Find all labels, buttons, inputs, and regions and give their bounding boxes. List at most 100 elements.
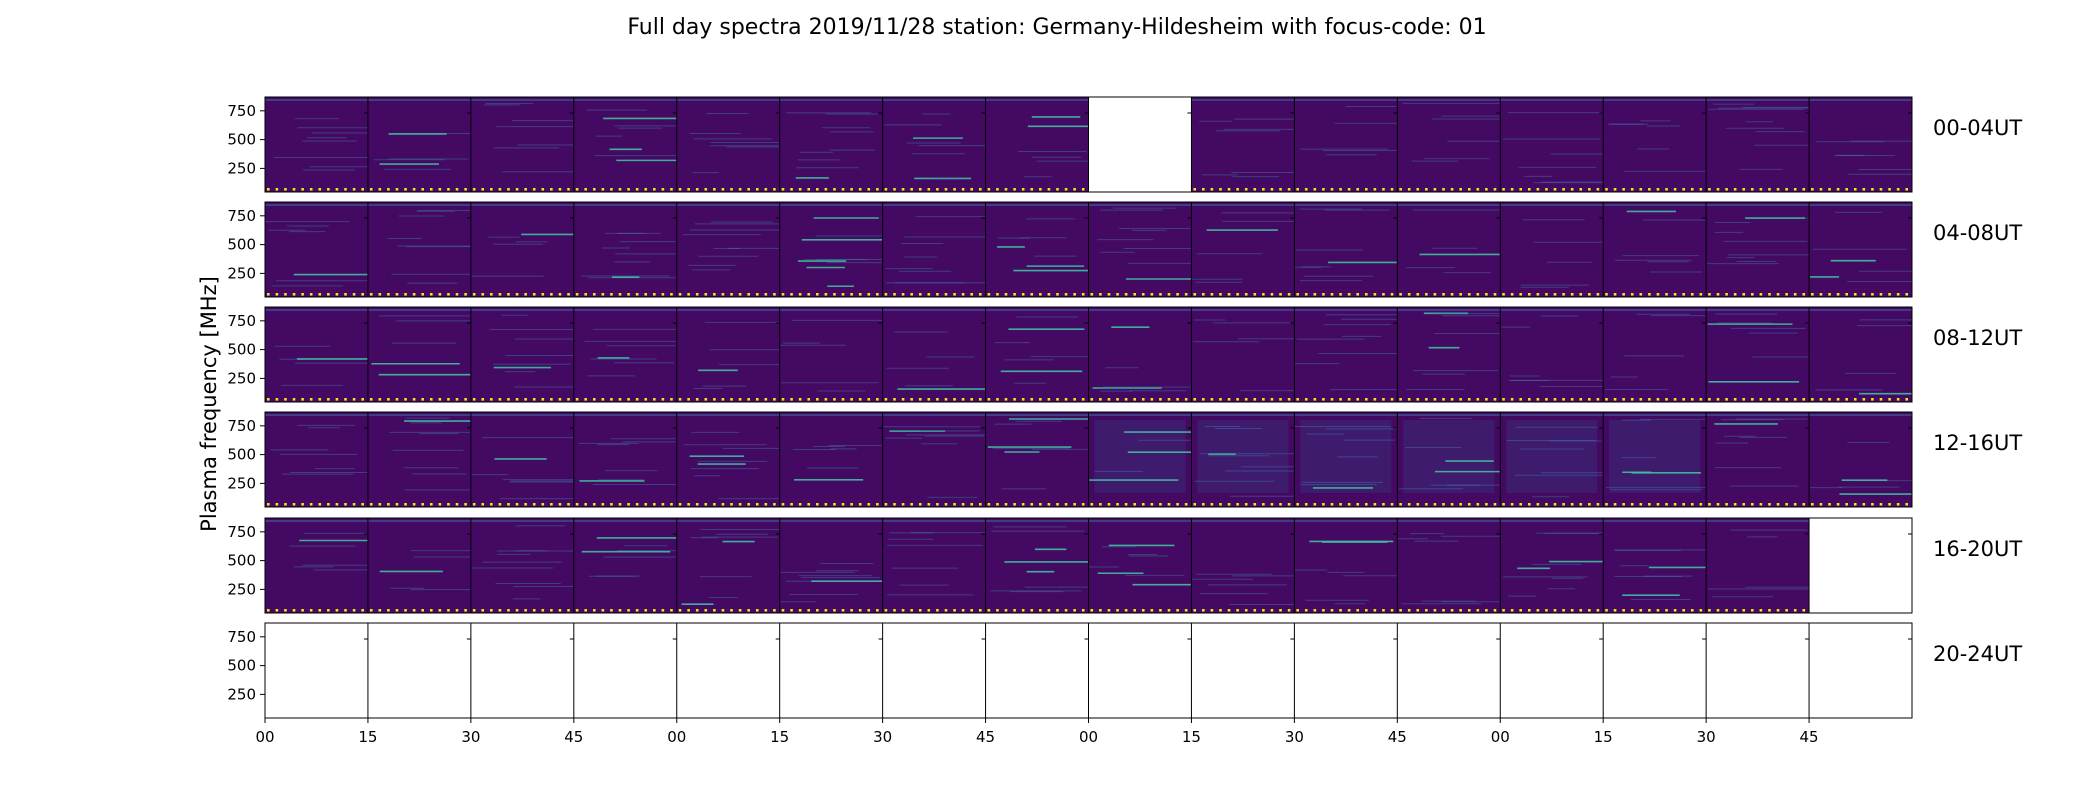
marker-dot xyxy=(1682,609,1685,612)
marker-dot xyxy=(1545,188,1548,191)
marker-dot xyxy=(1605,188,1608,191)
marker-dot xyxy=(1030,188,1034,191)
marker-dot xyxy=(1407,609,1411,612)
marker-dot xyxy=(695,398,699,401)
marker-dot xyxy=(1828,188,1831,191)
marker-dot xyxy=(1793,609,1797,612)
marker-dot xyxy=(1253,609,1257,612)
marker-dot xyxy=(1776,503,1780,506)
marker-dot xyxy=(978,503,982,506)
marker-dot xyxy=(1716,609,1720,612)
marker-dot xyxy=(1476,293,1480,296)
marker-dot xyxy=(1090,503,1094,506)
marker-dot xyxy=(627,293,630,296)
marker-dot xyxy=(1579,609,1583,612)
marker-dot xyxy=(1605,398,1608,401)
marker-dot xyxy=(412,609,416,612)
marker-dot xyxy=(1433,503,1437,506)
spectrogram-panel xyxy=(1499,307,1604,402)
marker-dot xyxy=(429,503,433,506)
y-tick-label: 250 xyxy=(227,264,256,282)
marker-dot xyxy=(447,609,450,612)
marker-dot xyxy=(1708,398,1711,401)
spectrogram-panel xyxy=(265,623,368,718)
marker-dot xyxy=(953,398,956,401)
spectrogram-panel xyxy=(985,412,1089,507)
marker-dot xyxy=(404,609,407,612)
marker-dot xyxy=(1733,188,1737,191)
marker-dot xyxy=(1725,609,1728,612)
marker-dot xyxy=(1485,503,1488,506)
marker-dot xyxy=(1630,293,1634,296)
marker-dot xyxy=(1193,188,1197,191)
marker-dot xyxy=(1356,609,1360,612)
marker-dot xyxy=(1802,609,1806,612)
marker-dot xyxy=(773,293,776,296)
marker-dot xyxy=(1510,188,1514,191)
spectrogram-panel xyxy=(470,623,574,718)
marker-dot xyxy=(558,609,562,612)
marker-dot xyxy=(1811,188,1814,191)
marker-dot xyxy=(635,503,639,506)
marker-dot xyxy=(395,609,399,612)
marker-dot xyxy=(635,188,639,191)
marker-dot xyxy=(335,503,339,506)
spectrogram-panel xyxy=(1293,412,1398,507)
marker-dot xyxy=(1056,398,1059,401)
marker-dot xyxy=(1450,188,1454,191)
marker-dot xyxy=(1605,293,1608,296)
marker-dot xyxy=(1493,503,1497,506)
marker-dot xyxy=(592,398,596,401)
marker-dot xyxy=(1433,188,1437,191)
marker-dot xyxy=(309,503,313,506)
marker-dot xyxy=(1510,293,1514,296)
marker-dot xyxy=(1819,503,1823,506)
marker-dot xyxy=(876,609,879,612)
x-tick-label: 00 xyxy=(1491,728,1510,746)
marker-dot xyxy=(1236,293,1239,296)
marker-dot xyxy=(1047,188,1051,191)
marker-dot xyxy=(1570,398,1574,401)
panel-background xyxy=(1706,623,1810,718)
marker-dot xyxy=(1768,398,1771,401)
marker-dot xyxy=(1090,293,1094,296)
spectrogram-panel xyxy=(882,623,986,718)
marker-dot xyxy=(318,398,322,401)
spectrogram-panel xyxy=(779,518,883,613)
marker-dot xyxy=(429,293,433,296)
marker-dot xyxy=(1682,293,1685,296)
marker-dot xyxy=(558,188,562,191)
spectrogram-panel xyxy=(676,412,780,507)
marker-dot xyxy=(464,503,467,506)
marker-dot xyxy=(1330,293,1334,296)
marker-dot xyxy=(575,398,579,401)
marker-dot xyxy=(301,293,304,296)
spectrogram-panel xyxy=(1499,97,1604,192)
marker-dot xyxy=(1270,609,1274,612)
marker-dot xyxy=(1030,609,1034,612)
marker-dot xyxy=(1322,293,1325,296)
spectrogram-panel xyxy=(367,623,471,718)
x-tick-label: 30 xyxy=(1697,728,1716,746)
marker-dot xyxy=(876,293,879,296)
marker-dot xyxy=(327,609,330,612)
marker-dot xyxy=(1176,293,1179,296)
marker-dot xyxy=(627,188,630,191)
marker-dot xyxy=(1227,609,1231,612)
marker-dot xyxy=(755,188,759,191)
marker-dot xyxy=(490,503,493,506)
marker-dot xyxy=(1630,188,1634,191)
marker-dot xyxy=(378,293,382,296)
panel-background xyxy=(573,97,677,192)
marker-dot xyxy=(1004,609,1008,612)
marker-dot xyxy=(1836,398,1840,401)
marker-dot xyxy=(1871,503,1874,506)
marker-dot xyxy=(1570,503,1574,506)
marker-dot xyxy=(1742,398,1746,401)
marker-dot xyxy=(1785,609,1788,612)
marker-dot xyxy=(429,188,433,191)
marker-dot xyxy=(481,609,485,612)
marker-dot xyxy=(970,188,974,191)
marker-dot xyxy=(773,188,776,191)
marker-dot xyxy=(1184,293,1188,296)
